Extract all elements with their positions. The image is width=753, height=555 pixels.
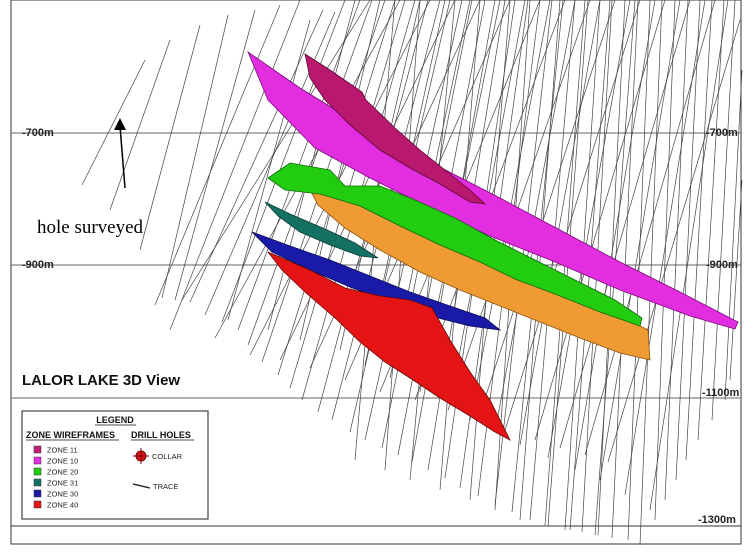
depth-label-700-left: -700m	[22, 127, 54, 139]
drill-hole-trace	[654, 0, 676, 521]
drill-hole-trace	[599, 0, 681, 481]
depth-label-900-right: -900m	[706, 259, 738, 271]
drill-hole-trace	[189, 9, 324, 303]
zone-31-wireframe	[264, 201, 379, 259]
depth-label-900-left: -900m	[22, 259, 54, 271]
zone-wireframes	[247, 50, 739, 441]
legend-trace-label: TRACE	[153, 482, 178, 491]
legend-zone-label: ZONE 20	[47, 468, 78, 477]
drill-hole-trace	[697, 0, 725, 441]
drill-hole-trace	[139, 24, 201, 251]
drill-hole-trace	[607, 19, 741, 463]
drill-hole-trace	[574, 0, 656, 471]
legend-heading: LEGEND	[96, 415, 134, 425]
drill-hole-trace	[519, 0, 561, 521]
drill-hole-trace	[534, 0, 666, 441]
depth-label-1100-right: -1100m	[702, 387, 740, 399]
legend-swatch-icon	[33, 467, 42, 476]
legend-zone-label: ZONE 40	[47, 501, 78, 510]
legend-zones-heading: ZONE WIREFRAMES	[26, 430, 115, 440]
drill-hole-trace	[724, 69, 743, 401]
legend-swatch-icon	[33, 445, 42, 454]
drill-hole-trace	[249, 0, 431, 356]
drill-hole-trace	[169, 0, 301, 331]
drill-hole-trace	[729, 179, 743, 381]
collar-icon	[133, 448, 149, 464]
drill-hole-trace	[547, 0, 631, 459]
view-title: LALOR LAKE 3D View	[22, 372, 180, 389]
legend-swatch-icon	[33, 489, 42, 498]
legend-zone-label: ZONE 31	[47, 479, 78, 488]
annotation-arrow	[119, 125, 126, 189]
legend-collar-label: COLLAR	[152, 452, 183, 461]
drill-hole-trace	[154, 4, 281, 306]
zone-20-wireframe	[267, 162, 643, 327]
arrow-head-icon	[114, 118, 126, 130]
legend-swatch-icon	[33, 500, 42, 509]
trace-icon	[132, 483, 151, 489]
legend-zone-label: ZONE 11	[47, 446, 78, 455]
drill-hole-trace	[81, 59, 146, 186]
drill-hole-trace	[494, 0, 553, 506]
legend-swatch-icon	[33, 456, 42, 465]
drill-hole-trace	[639, 0, 663, 546]
drill-hole-trace	[227, 19, 311, 321]
drill-hole-trace	[685, 0, 713, 461]
drill-hole-trace	[174, 9, 256, 301]
legend-drill-heading: DRILL HOLES	[131, 430, 191, 440]
drill-hole-trace	[161, 14, 229, 299]
drill-hole-trace	[477, 0, 616, 421]
plot-frame	[10, 0, 742, 545]
legend-swatch-icon	[33, 478, 42, 487]
legend: LEGEND ZONE WIREFRAMES DRILL HOLES ZONE …	[21, 410, 209, 520]
drill-hole-trace	[519, 0, 601, 446]
depth-label-700-right: -700m	[706, 127, 738, 139]
zone-30-wireframe	[251, 231, 502, 331]
drill-hole-trace	[627, 0, 651, 541]
legend-zone-items: ZONE 11 ZONE 10 ZONE 20 ZONE 31 ZONE 30 ZONE …	[33, 445, 78, 510]
drill-hole-trace	[267, 0, 356, 331]
legend-zone-label: ZONE 10	[47, 457, 78, 466]
drill-hole-trace	[624, 0, 706, 496]
annotation-hole-surveyed: hole surveyed	[37, 217, 144, 238]
drill-hole-trace	[664, 0, 689, 501]
zone-11-wireframe	[304, 53, 487, 205]
zone-40-wireframe	[267, 251, 511, 441]
legend-zone-label: ZONE 30	[47, 490, 78, 499]
drill-hole-trace	[181, 0, 371, 301]
drill-hole-trace	[649, 0, 729, 511]
drill-hole-trace	[711, 0, 736, 421]
legend-box	[21, 410, 209, 520]
depth-label-1300-right: -1300m	[698, 514, 736, 526]
drill-hole-trace	[494, 0, 576, 433]
drill-hole-trace	[447, 0, 591, 411]
drill-hole-trace	[109, 39, 171, 211]
drill-hole-trace	[675, 0, 701, 481]
drill-hole-trace	[221, 0, 346, 323]
drill-hole-trace	[511, 0, 564, 513]
